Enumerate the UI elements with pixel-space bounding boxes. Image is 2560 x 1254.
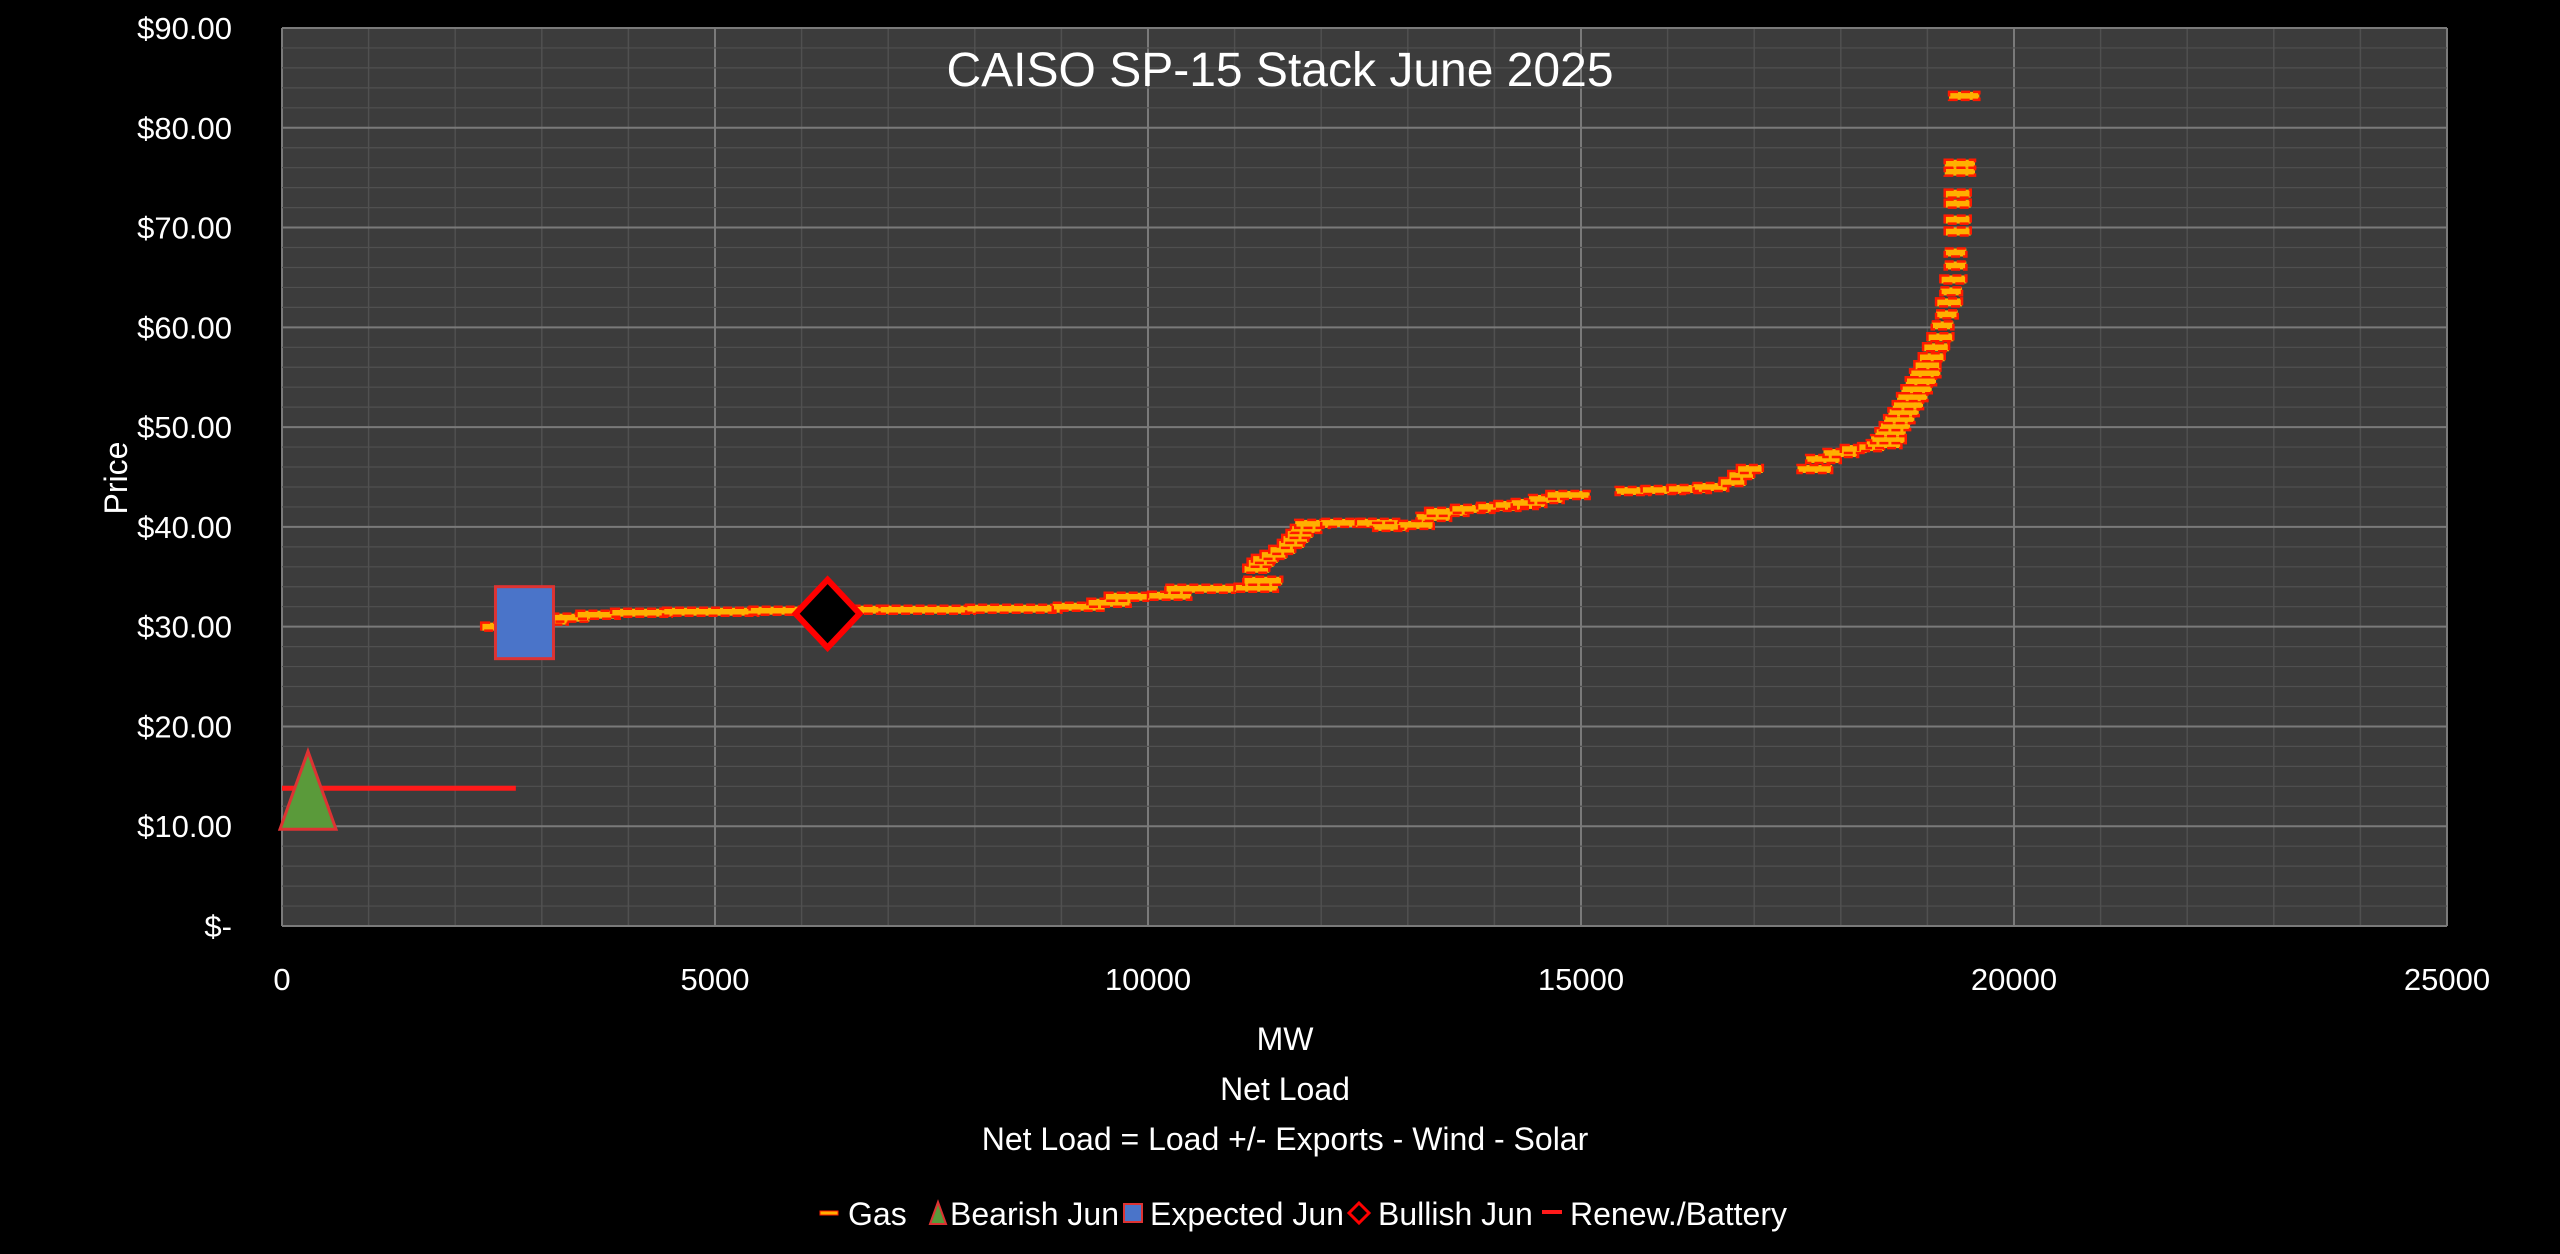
gas-point <box>1921 342 1951 353</box>
x-tick-label: 10000 <box>1105 962 1191 997</box>
grid <box>281 27 2448 927</box>
legend-item-expected: Expected Jun <box>1123 1196 1344 1232</box>
gas-point <box>1545 489 1591 501</box>
y-tick-label: $20.00 <box>137 709 232 744</box>
gas-point <box>1796 463 1834 475</box>
gas-point <box>1103 591 1150 602</box>
gas-point <box>1934 309 1959 320</box>
plot-area <box>282 28 2447 926</box>
legend-renew-label: Renew./Battery <box>1570 1196 1787 1232</box>
y-tick-label: $70.00 <box>137 211 232 246</box>
gas-point <box>1943 198 1972 209</box>
gas-point <box>1735 463 1765 475</box>
gas-point <box>1943 158 1977 169</box>
gas-point <box>1943 247 1968 258</box>
y-tick-label: $- <box>204 909 232 944</box>
legend-expected-label: Expected Jun <box>1150 1196 1344 1232</box>
x-tick-label: 0 <box>273 962 290 997</box>
x-axis-formula: Net Load = Load +/- Exports - Wind - Sol… <box>982 1121 1589 1157</box>
gas-point <box>1926 332 1955 343</box>
y-tick-label: $90.00 <box>137 11 232 46</box>
gas-point <box>1917 352 1946 363</box>
y-tick-label: $80.00 <box>137 111 232 146</box>
legend: Gas Bearish Jun Expected Jun Bullish Jun… <box>819 1196 1787 1232</box>
legend-bearish-swatch <box>928 1199 948 1225</box>
legend-item-renew: Renew./Battery <box>1542 1196 1787 1232</box>
legend-bullish-swatch <box>1346 1200 1372 1226</box>
gas-point <box>964 603 1063 614</box>
gas-point <box>1930 320 1955 331</box>
gas-point <box>1934 297 1964 308</box>
gas-point <box>575 609 621 620</box>
gas-point <box>1233 582 1280 594</box>
gas-point <box>1086 597 1132 608</box>
y-tick-label: $40.00 <box>137 510 232 545</box>
gas-point <box>1947 90 1981 102</box>
legend-bearish-label: Bearish Jun <box>950 1196 1119 1232</box>
scenario-markers <box>277 575 864 831</box>
gas-point <box>748 605 829 616</box>
gas-point <box>1146 590 1193 601</box>
legend-gas-swatch <box>819 1210 839 1216</box>
y-tick-label: $60.00 <box>137 310 232 345</box>
gas-point <box>1423 506 1470 518</box>
expected-jun-marker <box>493 585 555 661</box>
x-tick-label: 25000 <box>2404 962 2490 997</box>
gas-point <box>1939 274 1968 285</box>
legend-bullish-label: Bullish Jun <box>1378 1196 1533 1232</box>
gas-point <box>661 606 760 617</box>
gas-point <box>1943 226 1972 237</box>
gas-point <box>1666 483 1713 495</box>
y-tick-label: $30.00 <box>137 610 232 645</box>
x-axis-subtitle: Net Load <box>1220 1071 1350 1107</box>
y-tick-label: $50.00 <box>137 410 232 445</box>
x-tick-label: 15000 <box>1538 962 1624 997</box>
legend-item-bearish: Bearish Jun <box>928 1196 1119 1232</box>
legend-expected-swatch <box>1123 1203 1143 1223</box>
gas-point <box>1164 583 1236 595</box>
gas-point <box>1943 260 1968 271</box>
bullish-jun-marker <box>791 575 864 653</box>
gas-point <box>1943 188 1972 199</box>
gas-series <box>479 90 1981 632</box>
x-axis-title: MW <box>1257 1021 1315 1057</box>
x-tick-label: 20000 <box>1971 962 2057 997</box>
y-axis-title: Price <box>98 442 134 515</box>
gas-point <box>1640 484 1687 496</box>
x-tick-label: 5000 <box>681 962 750 997</box>
gas-point <box>1939 286 1964 297</box>
legend-item-gas: Gas <box>819 1196 907 1232</box>
gas-point <box>1449 503 1496 515</box>
gas-point <box>1242 575 1284 587</box>
y-axis-ticks: $- $10.00 $20.00 $30.00 $40.00 $50.00 $60.00 $7… <box>137 11 232 944</box>
bearish-jun-marker <box>277 746 339 831</box>
gas-point <box>1943 214 1972 225</box>
gas-point <box>878 604 977 615</box>
y-tick-label: $10.00 <box>137 809 232 844</box>
x-axis-ticks: 0 5000 10000 15000 20000 25000 <box>273 962 2490 997</box>
chart-title: CAISO SP-15 Stack June 2025 <box>946 44 1613 97</box>
legend-item-bullish: Bullish Jun <box>1346 1196 1533 1232</box>
legend-gas-label: Gas <box>848 1196 907 1232</box>
